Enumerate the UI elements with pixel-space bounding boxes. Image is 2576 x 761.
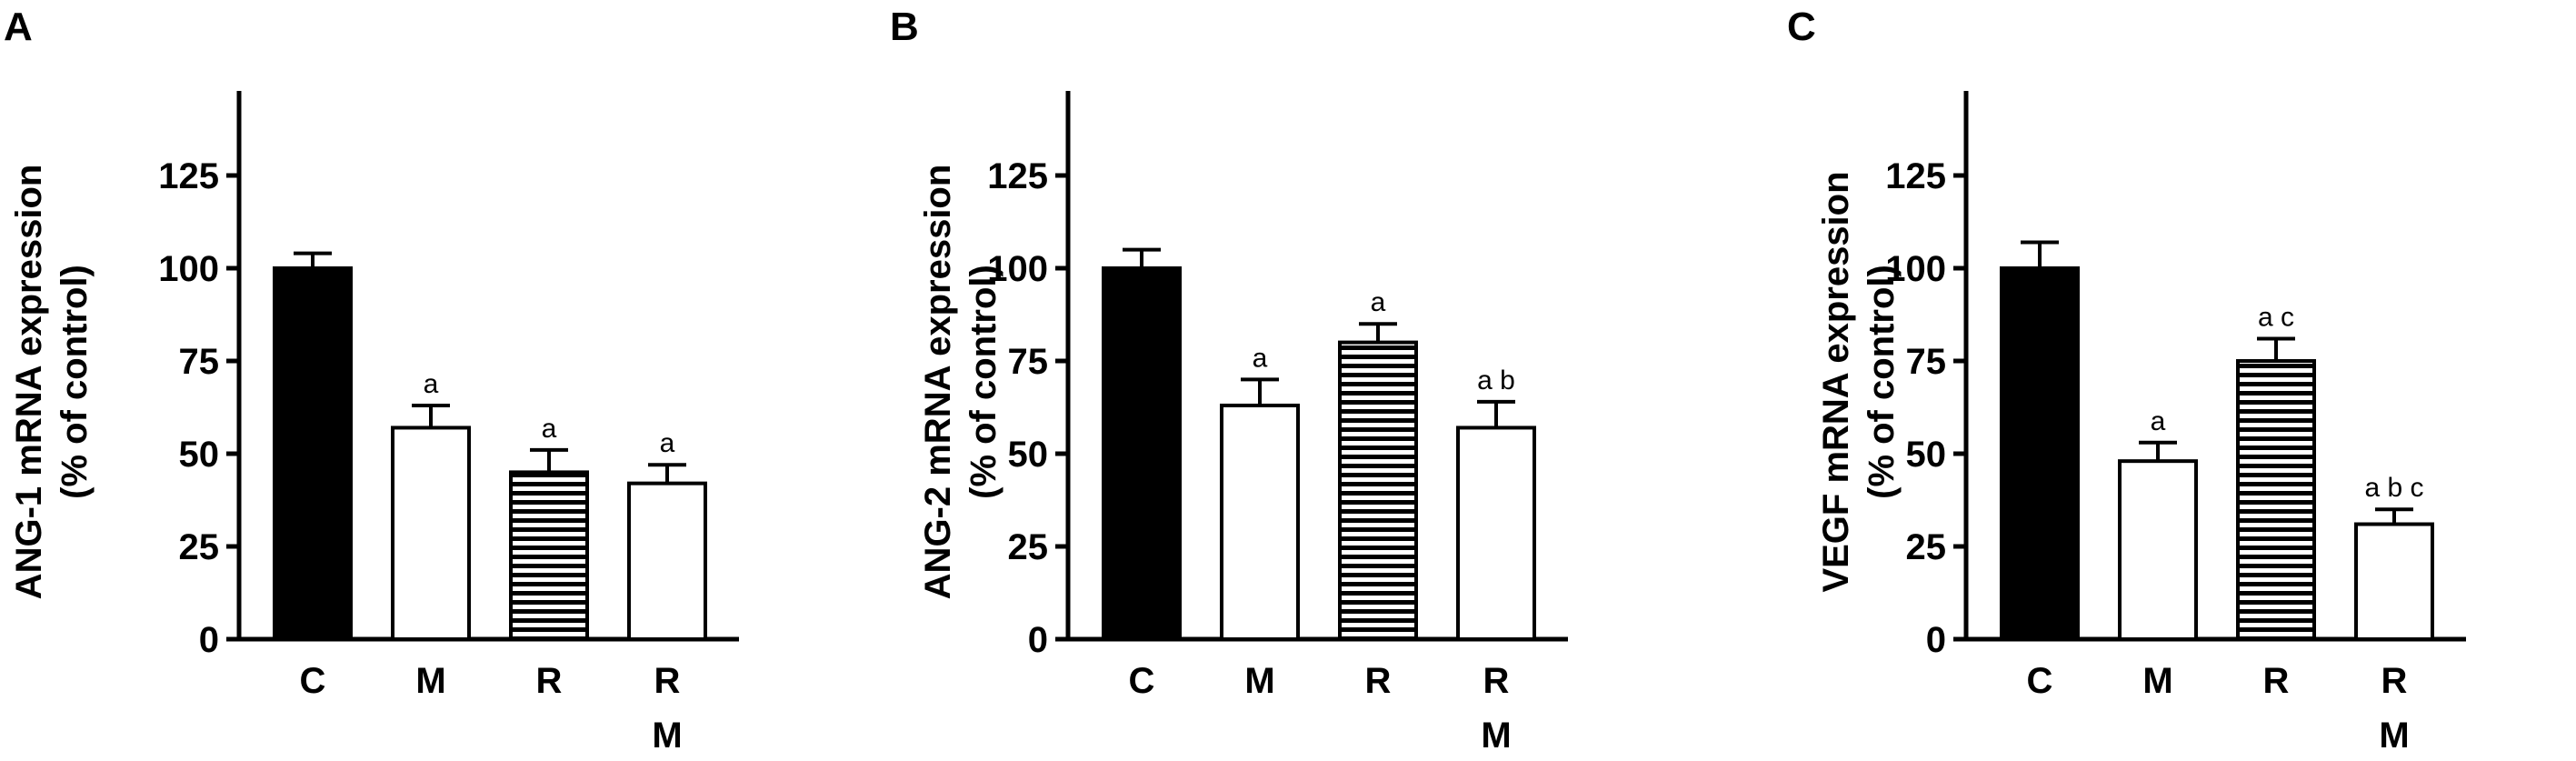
- y-tick-label: 0: [1028, 620, 1048, 660]
- significance-label: a: [542, 414, 557, 444]
- bar: [1102, 266, 1182, 641]
- y-tick-label: 25: [179, 527, 220, 567]
- x-tick-label: C: [2027, 661, 2053, 701]
- bar: [2236, 359, 2316, 641]
- bar: [2118, 459, 2198, 641]
- y-tick-label: 100: [1885, 249, 1946, 289]
- y-tick-label: 75: [1008, 342, 1049, 382]
- x-tick-label-line2: M: [2379, 716, 2409, 756]
- y-tick-label: 50: [179, 435, 220, 475]
- bar: [1338, 340, 1418, 641]
- x-tick-label: R: [2381, 661, 2408, 701]
- y-axis-label: ANG-1 mRNA expression: [9, 165, 49, 600]
- bar: [1456, 426, 1536, 641]
- bar: [2000, 266, 2080, 641]
- significance-label: a: [2151, 406, 2166, 436]
- x-tick-label: C: [1129, 661, 1155, 701]
- significance-label: a b: [1477, 365, 1515, 396]
- bar: [273, 266, 353, 641]
- y-tick-label: 125: [987, 156, 1048, 196]
- y-tick-label: 25: [1008, 527, 1049, 567]
- x-tick-label-line2: M: [1481, 716, 1511, 756]
- x-tick-label: R: [1483, 661, 1510, 701]
- y-axis-label-units: (% of control): [55, 265, 95, 499]
- bar: [1220, 403, 1300, 641]
- x-tick-label: R: [536, 661, 563, 701]
- x-tick-label: M: [2142, 661, 2172, 701]
- x-tick-label: C: [300, 661, 326, 701]
- x-tick-label: M: [1244, 661, 1274, 701]
- significance-label: a: [1371, 287, 1386, 317]
- bar: [509, 470, 589, 642]
- significance-label: a b c: [2364, 473, 2423, 503]
- y-tick-label: 0: [1926, 620, 1946, 660]
- x-tick-label: R: [2263, 661, 2290, 701]
- y-axis-label-units: (% of control): [964, 265, 1003, 499]
- y-axis-label-units: (% of control): [1862, 265, 1902, 499]
- x-tick-label: R: [1365, 661, 1392, 701]
- x-tick-label: M: [415, 661, 445, 701]
- y-tick-label: 50: [1008, 435, 1049, 475]
- panel-letter: C: [1787, 5, 1816, 49]
- significance-label: a: [424, 369, 439, 399]
- significance-label: a: [660, 428, 675, 458]
- panel-letter: B: [890, 5, 919, 49]
- y-tick-label: 100: [987, 249, 1048, 289]
- x-tick-label: R: [654, 661, 681, 701]
- y-tick-label: 75: [1906, 342, 1947, 382]
- panel-a: A ANG-1 mRNA expression (% of control) 0 25 5…: [4, 5, 739, 756]
- bar: [391, 426, 471, 641]
- y-tick-label: 50: [1906, 435, 1947, 475]
- y-tick-label: 25: [1906, 527, 1947, 567]
- significance-label: a: [1253, 343, 1268, 373]
- y-axis-label: VEGF mRNA expression: [1816, 171, 1856, 592]
- panel-b: B ANG-2 mRNA expression (% of control) 0 25 5…: [890, 5, 1568, 756]
- panel-c: C VEGF mRNA expression (% of control) 0 25 50…: [1787, 5, 2466, 756]
- y-axis-label: ANG-2 mRNA expression: [918, 165, 958, 600]
- panel-letter: A: [4, 5, 33, 49]
- bar: [2354, 522, 2434, 642]
- y-tick-label: 125: [158, 156, 219, 196]
- y-tick-label: 125: [1885, 156, 1946, 196]
- y-tick-label: 0: [199, 620, 219, 660]
- bar: [627, 481, 707, 642]
- significance-label: a c: [2258, 303, 2294, 333]
- y-tick-label: 75: [179, 342, 220, 382]
- y-tick-label: 100: [158, 249, 219, 289]
- x-tick-label-line2: M: [652, 716, 682, 756]
